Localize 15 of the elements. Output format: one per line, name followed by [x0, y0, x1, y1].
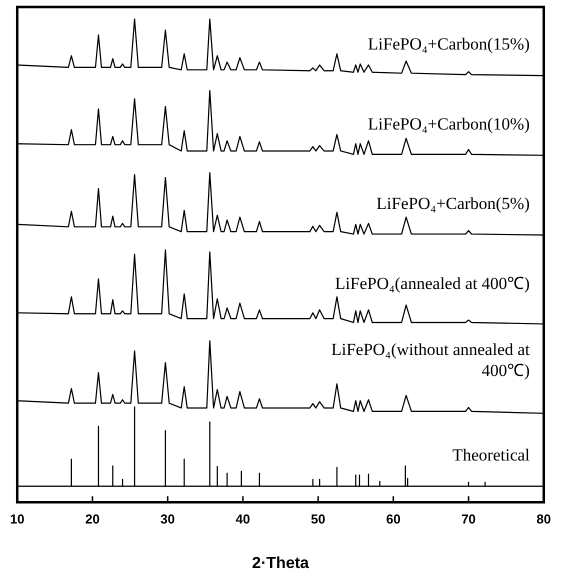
- series-label: LiFePO₄+Carbon(10%): [368, 114, 530, 134]
- series-label: LiFePO₄+Carbon(15%): [368, 34, 530, 54]
- x-tick-label: 50: [310, 512, 326, 527]
- x-tick-label: 40: [236, 512, 250, 527]
- x-axis-title: 2·Theta: [252, 554, 310, 572]
- series-label: LiFePO₄(annealed at 400℃): [335, 274, 530, 293]
- x-tick-label: 80: [536, 512, 552, 527]
- x-tick-label: 20: [85, 512, 100, 527]
- x-tick-label: 60: [386, 512, 401, 527]
- x-tick-label: 30: [160, 512, 175, 527]
- series-label: LiFePO₄+Carbon(5%): [376, 194, 530, 214]
- series-label: LiFePO₄(without annealed at 400℃): [331, 340, 530, 380]
- x-tick-label: 10: [10, 512, 24, 527]
- series-label: Theoretical: [452, 445, 530, 464]
- x-tick-label: 70: [461, 512, 476, 527]
